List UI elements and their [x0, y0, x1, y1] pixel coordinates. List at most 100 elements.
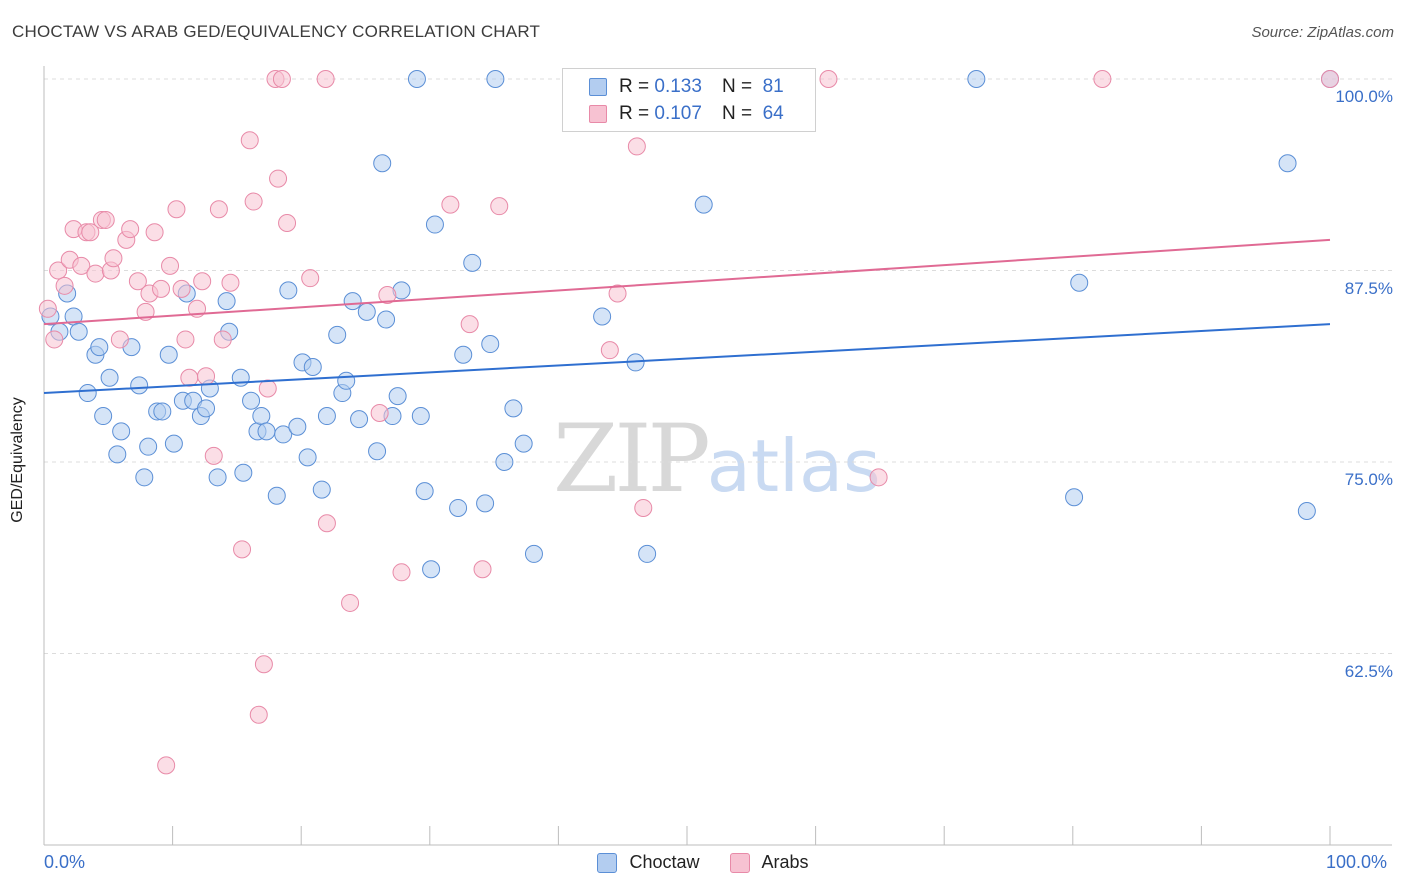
choctaw-point: [108, 445, 127, 464]
legend-r-value: 0.107: [654, 103, 702, 124]
choctaw-point: [78, 384, 97, 403]
choctaw-swatch: [589, 78, 607, 96]
legend-item-choctaw: Choctaw: [597, 852, 700, 873]
choctaw-point: [328, 325, 347, 344]
series-choctaw-points: [41, 70, 1339, 579]
arabs-point: [81, 223, 100, 242]
arabs-point: [608, 284, 627, 303]
choctaw-point: [350, 410, 369, 429]
legend-r-label: R =: [619, 103, 650, 124]
arabs-point: [301, 269, 320, 288]
arabs-point: [180, 368, 199, 387]
source-label: Source: ZipAtlas.com: [1251, 24, 1394, 41]
choctaw-point: [524, 544, 543, 563]
arabs-trend-line: [43, 238, 1331, 326]
arabs-point: [341, 593, 360, 612]
choctaw-point: [1278, 154, 1297, 173]
choctaw-point: [217, 292, 236, 311]
choctaw-point: [112, 422, 131, 441]
legend-n-label: N =: [721, 103, 753, 124]
choctaw-point: [288, 417, 307, 436]
choctaw-point: [317, 407, 336, 426]
arabs-point: [193, 272, 212, 291]
choctaw-point: [495, 453, 514, 471]
choctaw-point: [368, 442, 387, 461]
legend-r-value: 0.133: [654, 76, 702, 97]
choctaw-point: [694, 195, 713, 214]
x-tick-label-min: 0.0%: [44, 852, 86, 872]
choctaw-point: [242, 391, 261, 410]
choctaw-point: [69, 322, 88, 341]
choctaw-trend-line: [43, 323, 1331, 395]
arabs-point: [128, 272, 147, 291]
choctaw-point: [357, 302, 376, 321]
arabs-point: [473, 560, 492, 579]
choctaw-point: [422, 560, 441, 579]
arabs-point: [627, 137, 646, 156]
arabs-point: [161, 256, 180, 275]
choctaw-point: [514, 434, 533, 453]
y-tick-label: 75.0%: [1344, 470, 1393, 489]
arabs-point: [269, 169, 288, 188]
arabs-point: [1093, 70, 1112, 88]
trend-lines: [43, 238, 1331, 395]
choctaw-point: [94, 407, 113, 426]
choctaw-point: [312, 480, 331, 499]
arabs-point: [86, 264, 105, 283]
arabs-point: [121, 220, 140, 239]
choctaw-point: [593, 307, 612, 326]
arabs-point: [136, 302, 155, 321]
arabs-swatch: [729, 852, 750, 873]
choctaw-point: [407, 70, 426, 88]
arabs-point: [197, 367, 216, 386]
choctaw-point: [463, 253, 482, 272]
choctaw-point: [100, 368, 119, 387]
choctaw-point: [298, 448, 317, 467]
arabs-point: [278, 214, 297, 233]
legend-row-arabs: R = 0.107 N = 64: [589, 102, 784, 126]
arabs-point: [378, 286, 397, 305]
choctaw-point: [159, 345, 178, 364]
choctaw-point: [274, 425, 293, 444]
arabs-point: [49, 261, 68, 280]
choctaw-point: [234, 463, 253, 482]
arabs-point: [233, 540, 252, 559]
choctaw-point: [486, 70, 505, 88]
choctaw-point: [208, 468, 227, 487]
arabs-point: [176, 330, 195, 349]
choctaw-point: [1065, 488, 1084, 507]
arabs-point: [204, 446, 223, 465]
choctaw-point: [197, 399, 216, 418]
watermark: ZIPatlas: [553, 405, 881, 514]
arabs-point: [55, 276, 74, 295]
arabs-point: [441, 195, 460, 214]
arabs-point: [1321, 70, 1339, 88]
choctaw-point: [252, 407, 271, 426]
legend-r-label: R =: [619, 76, 650, 97]
arabs-point: [152, 279, 171, 298]
choctaw-point: [481, 335, 500, 354]
choctaw-point: [638, 544, 657, 563]
arabs-point: [490, 197, 509, 216]
choctaw-point: [373, 154, 392, 173]
choctaw-point: [279, 281, 298, 300]
arabs-point: [249, 705, 268, 724]
choctaw-point: [415, 482, 434, 501]
choctaw-swatch: [597, 852, 618, 873]
choctaw-point: [967, 70, 986, 88]
legend-label-choctaw: Choctaw: [629, 852, 700, 872]
arabs-point: [460, 315, 479, 334]
y-tick-label: 87.5%: [1344, 278, 1393, 298]
choctaw-point: [90, 338, 109, 357]
watermark-zip: ZIP: [553, 405, 711, 514]
choctaw-point: [139, 437, 158, 456]
arabs-point: [634, 498, 653, 517]
arabs-point: [172, 279, 191, 298]
legend-item-arabs: Arabs: [729, 852, 809, 873]
arabs-point: [272, 70, 291, 88]
choctaw-point: [303, 358, 322, 377]
choctaw-point: [1297, 502, 1316, 521]
arabs-point: [72, 256, 91, 275]
arabs-point: [254, 655, 273, 674]
